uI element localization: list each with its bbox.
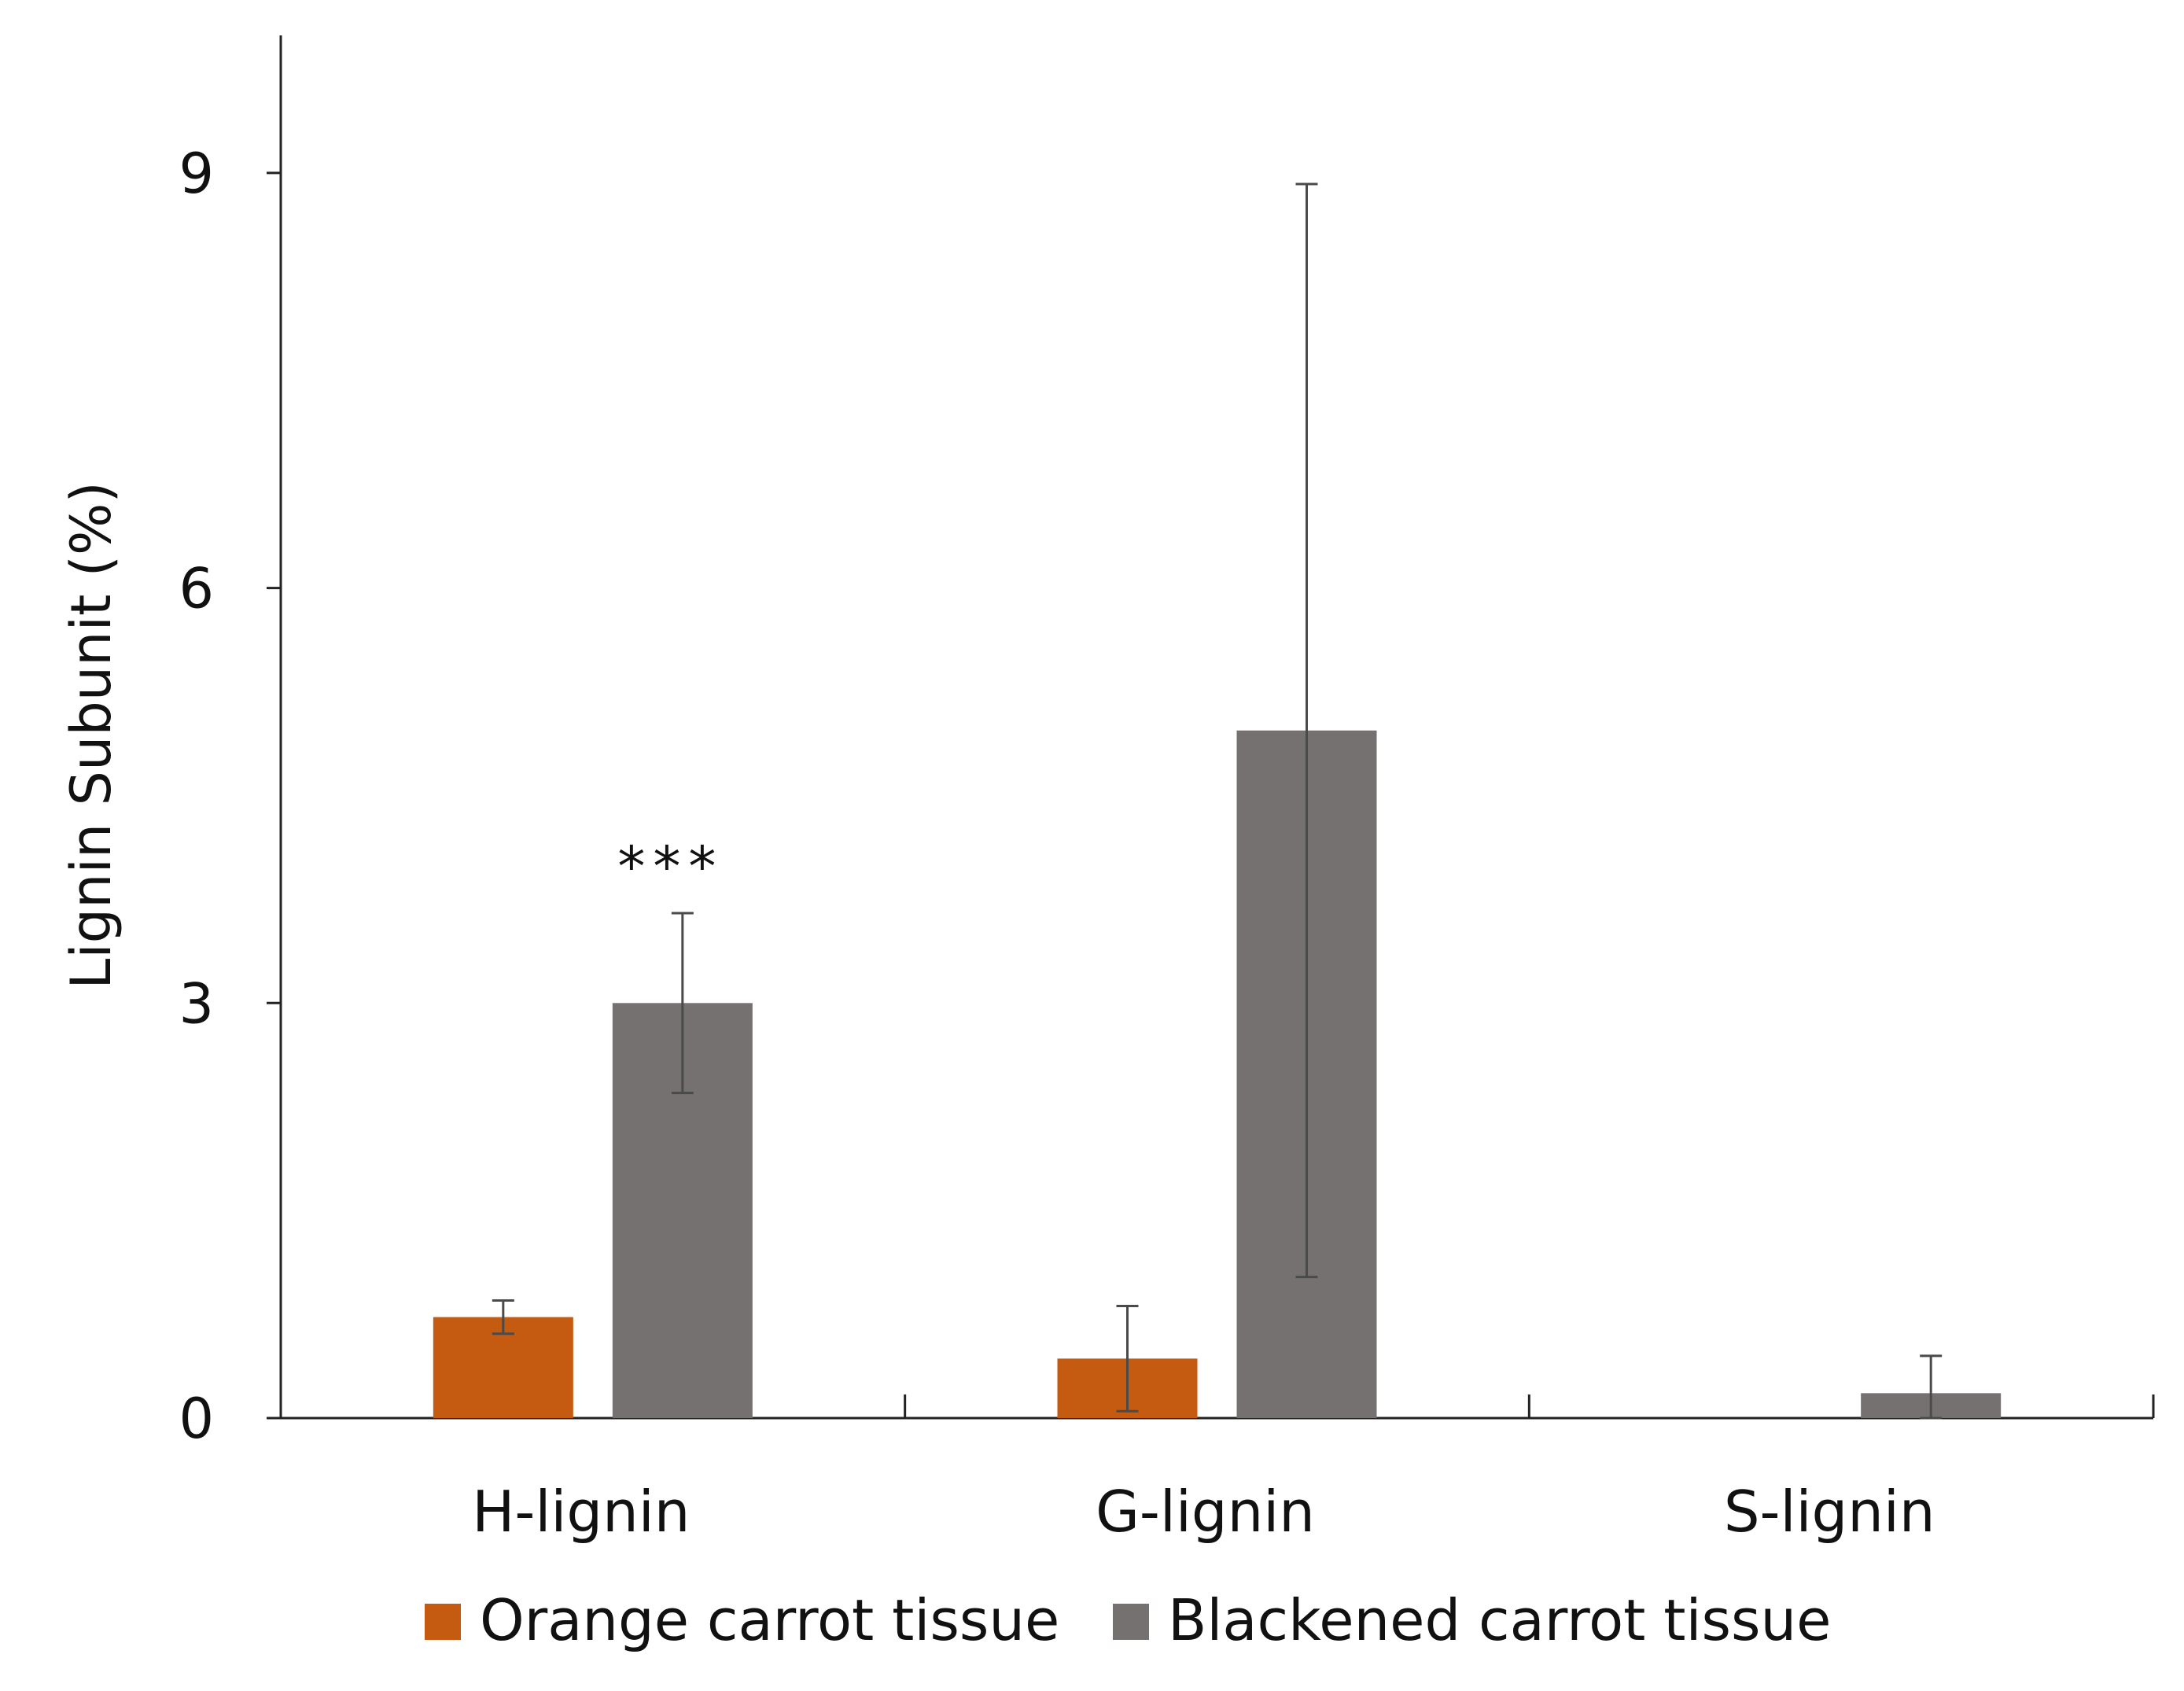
category-label: G-lignin — [1096, 1479, 1315, 1545]
category-label: S-lignin — [1724, 1479, 1935, 1545]
y-tick-label: 6 — [179, 557, 214, 621]
y-axis-label: Lignin Subunit (%) — [59, 481, 123, 989]
y-tick-label: 9 — [179, 142, 214, 206]
legend-swatch — [425, 1604, 461, 1640]
legend: Orange carrot tissue Blackened carrot tis… — [425, 1587, 1831, 1653]
axes: 0 3 6 9 H-lignin G-lignin S-lignin — [179, 35, 2155, 1545]
legend-swatch — [1113, 1604, 1149, 1640]
legend-label: Orange carrot tissue — [480, 1587, 1059, 1653]
y-tick-label: 3 — [179, 971, 214, 1036]
y-tick-label: 0 — [179, 1387, 214, 1451]
legend-label: Blackened carrot tissue — [1168, 1587, 1831, 1653]
bars — [433, 730, 2002, 1418]
annotations: *** — [617, 834, 724, 899]
category-label: H-lignin — [472, 1479, 690, 1545]
error-bars — [492, 182, 1943, 1420]
significance-annotation: *** — [617, 834, 724, 899]
